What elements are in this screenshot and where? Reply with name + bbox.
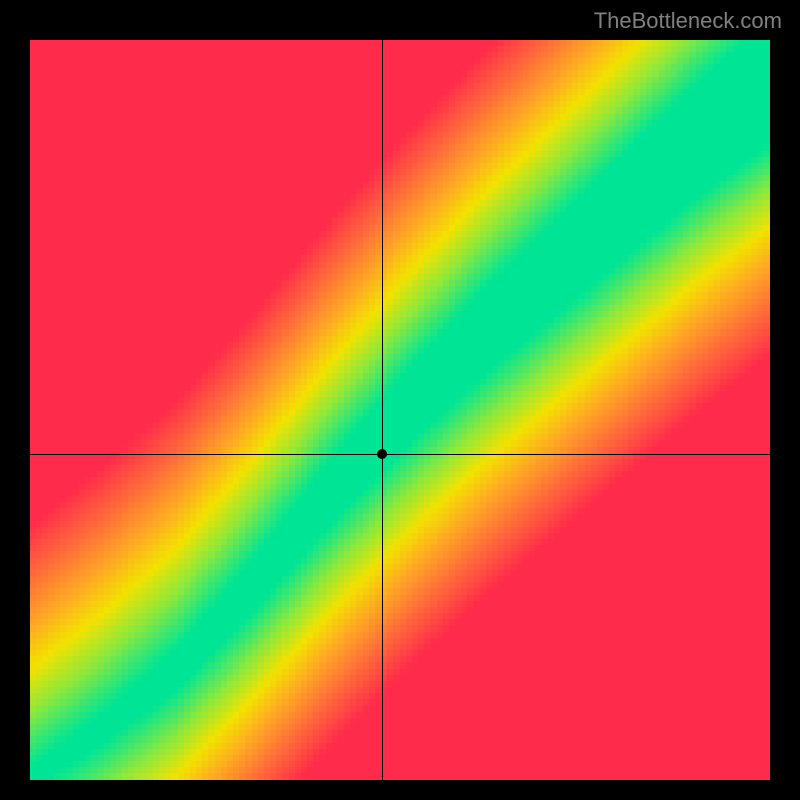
heatmap-canvas (30, 40, 770, 780)
crosshair-horizontal (30, 454, 770, 455)
watermark-text: TheBottleneck.com (594, 8, 782, 34)
marker-point (377, 449, 387, 459)
crosshair-vertical (382, 40, 383, 780)
heatmap-chart (30, 40, 770, 780)
